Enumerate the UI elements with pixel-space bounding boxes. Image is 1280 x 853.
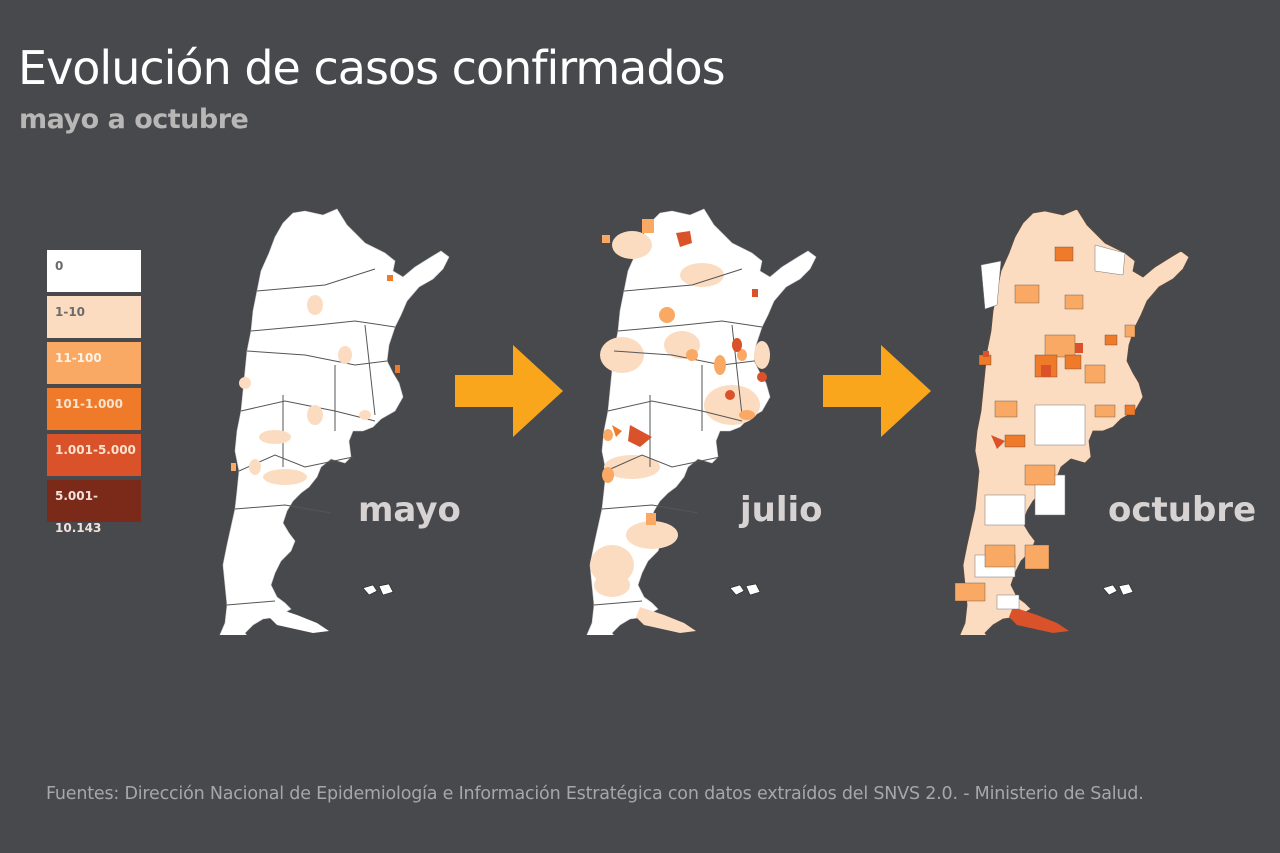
- page-subtitle: mayo a octubre: [19, 104, 249, 135]
- legend-item-0: 0: [47, 250, 141, 292]
- argentina-map-icon: [212, 208, 450, 635]
- legend-item-11-100: 11-100: [47, 342, 141, 384]
- map-octubre: [935, 205, 1215, 635]
- map-julio: [572, 205, 832, 635]
- map-mayo: [205, 205, 465, 635]
- argentina-map-icon: [952, 208, 1190, 635]
- legend: 0 1-10 11-100 101-1.000 1.001-5.000 5.00…: [47, 250, 141, 535]
- month-label-mayo: mayo: [358, 490, 461, 530]
- legend-item-5001-10143: 5.001-10.143: [47, 480, 141, 535]
- arrow-right-icon: [455, 345, 563, 437]
- argentina-map-icon: [579, 208, 817, 635]
- legend-item-1001-5000: 1.001-5.000: [47, 434, 141, 476]
- legend-item-1-10: 1-10: [47, 296, 141, 338]
- month-label-julio: julio: [740, 490, 823, 530]
- legend-item-101-1000: 101-1.000: [47, 388, 141, 430]
- source-footnote: Fuentes: Dirección Nacional de Epidemiol…: [46, 784, 1144, 804]
- month-label-octubre: octubre: [1108, 490, 1257, 530]
- arrow-right-icon: [823, 345, 931, 437]
- page-title: Evolución de casos confirmados: [18, 41, 726, 95]
